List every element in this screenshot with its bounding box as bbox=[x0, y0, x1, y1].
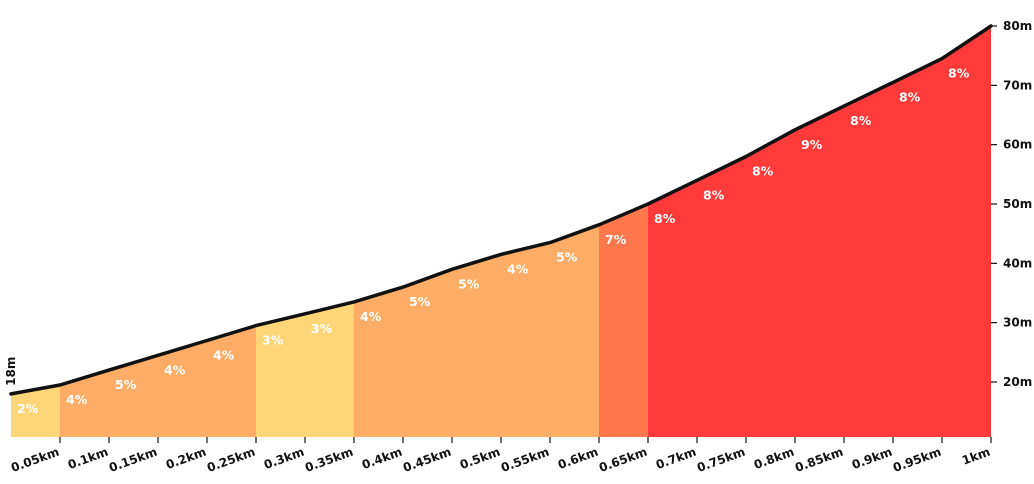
grade-label: 8% bbox=[850, 113, 872, 128]
grade-segment bbox=[844, 82, 893, 438]
grade-segment bbox=[109, 355, 158, 437]
grade-segments bbox=[11, 26, 991, 438]
y-tick-label: 50m bbox=[1003, 197, 1032, 211]
grade-segment bbox=[452, 254, 501, 437]
x-tick-label: 0.7km bbox=[654, 445, 698, 472]
x-tick-label: 0.05km bbox=[9, 445, 61, 475]
y-axis: 20m 30m 40m 50m 60m 70m 80m bbox=[991, 19, 1032, 389]
grade-segment bbox=[648, 180, 697, 438]
x-tick-label: 0.2km bbox=[164, 445, 208, 472]
grade-segment bbox=[550, 224, 599, 437]
y-tick-label: 20m bbox=[1003, 375, 1032, 389]
grade-segment bbox=[158, 340, 207, 437]
grade-segment bbox=[60, 370, 109, 437]
grade-segment bbox=[746, 129, 795, 438]
grade-label: 5% bbox=[409, 294, 431, 309]
grade-segment bbox=[795, 106, 844, 437]
x-tick-label: 0.65km bbox=[597, 445, 649, 475]
x-tick-label: 0.15km bbox=[107, 445, 159, 475]
y-tick-label: 40m bbox=[1003, 256, 1032, 270]
x-tick-label: 0.45km bbox=[401, 445, 453, 475]
x-tick-label: 0.95km bbox=[891, 445, 943, 475]
grade-label: 8% bbox=[654, 211, 676, 226]
x-tick-label: 0.6km bbox=[556, 445, 600, 472]
x-tick-label: 0.5km bbox=[458, 445, 502, 472]
x-tick-label: 0.4km bbox=[360, 445, 404, 472]
grade-label: 3% bbox=[262, 333, 284, 348]
grade-label: 8% bbox=[752, 164, 774, 179]
grade-label: 7% bbox=[605, 232, 627, 247]
x-tick-label: 1km bbox=[960, 445, 992, 468]
y-tick-label: 80m bbox=[1003, 19, 1032, 33]
x-tick-label: 0.55km bbox=[499, 445, 551, 475]
elevation-profile bbox=[9, 24, 993, 396]
x-tick-label: 0.75km bbox=[695, 445, 747, 475]
grade-label: 4% bbox=[164, 362, 186, 377]
grade-label: 5% bbox=[115, 377, 137, 392]
grade-segment bbox=[942, 26, 991, 437]
grade-label: 4% bbox=[66, 392, 88, 407]
grade-label: 3% bbox=[311, 321, 333, 336]
grade-segment bbox=[256, 313, 305, 437]
grade-label: 4% bbox=[213, 348, 235, 363]
grade-segment bbox=[354, 287, 403, 437]
grade-labels: 2% 4% 5% 4% 4% 3% 3% 4% 5% 5% 4% 5% 7% 8% 8% 8% 9% 8% 8% 8% bbox=[17, 66, 970, 416]
start-elevation-label: 18m bbox=[4, 357, 18, 386]
grade-segment bbox=[207, 325, 256, 437]
grade-segment bbox=[501, 242, 550, 437]
y-tick-label: 70m bbox=[1003, 78, 1032, 92]
y-tick-label: 60m bbox=[1003, 138, 1032, 152]
grade-label: 5% bbox=[556, 250, 578, 265]
grade-label: 9% bbox=[801, 137, 823, 152]
x-tick-label: 0.85km bbox=[793, 445, 845, 475]
grade-label: 5% bbox=[458, 276, 480, 291]
grade-segment bbox=[305, 301, 354, 437]
grade-label: 4% bbox=[360, 309, 382, 324]
grade-label: 8% bbox=[703, 187, 725, 202]
grade-segment bbox=[11, 385, 60, 437]
grade-segment bbox=[403, 269, 452, 437]
grade-label: 4% bbox=[507, 261, 529, 276]
y-tick-label: 30m bbox=[1003, 316, 1032, 330]
x-tick-label: 0.1km bbox=[66, 445, 110, 472]
grade-segment bbox=[599, 204, 648, 437]
x-tick-label: 0.25km bbox=[205, 445, 257, 475]
x-tick-label: 0.9km bbox=[850, 445, 894, 472]
grade-label: 8% bbox=[948, 66, 970, 81]
x-tick-label: 0.35km bbox=[303, 445, 355, 475]
x-tick-label: 0.3km bbox=[262, 445, 306, 472]
grade-segment bbox=[697, 156, 746, 437]
grade-label: 8% bbox=[899, 89, 921, 104]
grade-segment bbox=[893, 58, 942, 437]
x-tick-label: 0.8km bbox=[752, 445, 796, 472]
elevation-line bbox=[9, 24, 993, 396]
grade-label: 2% bbox=[17, 401, 39, 416]
